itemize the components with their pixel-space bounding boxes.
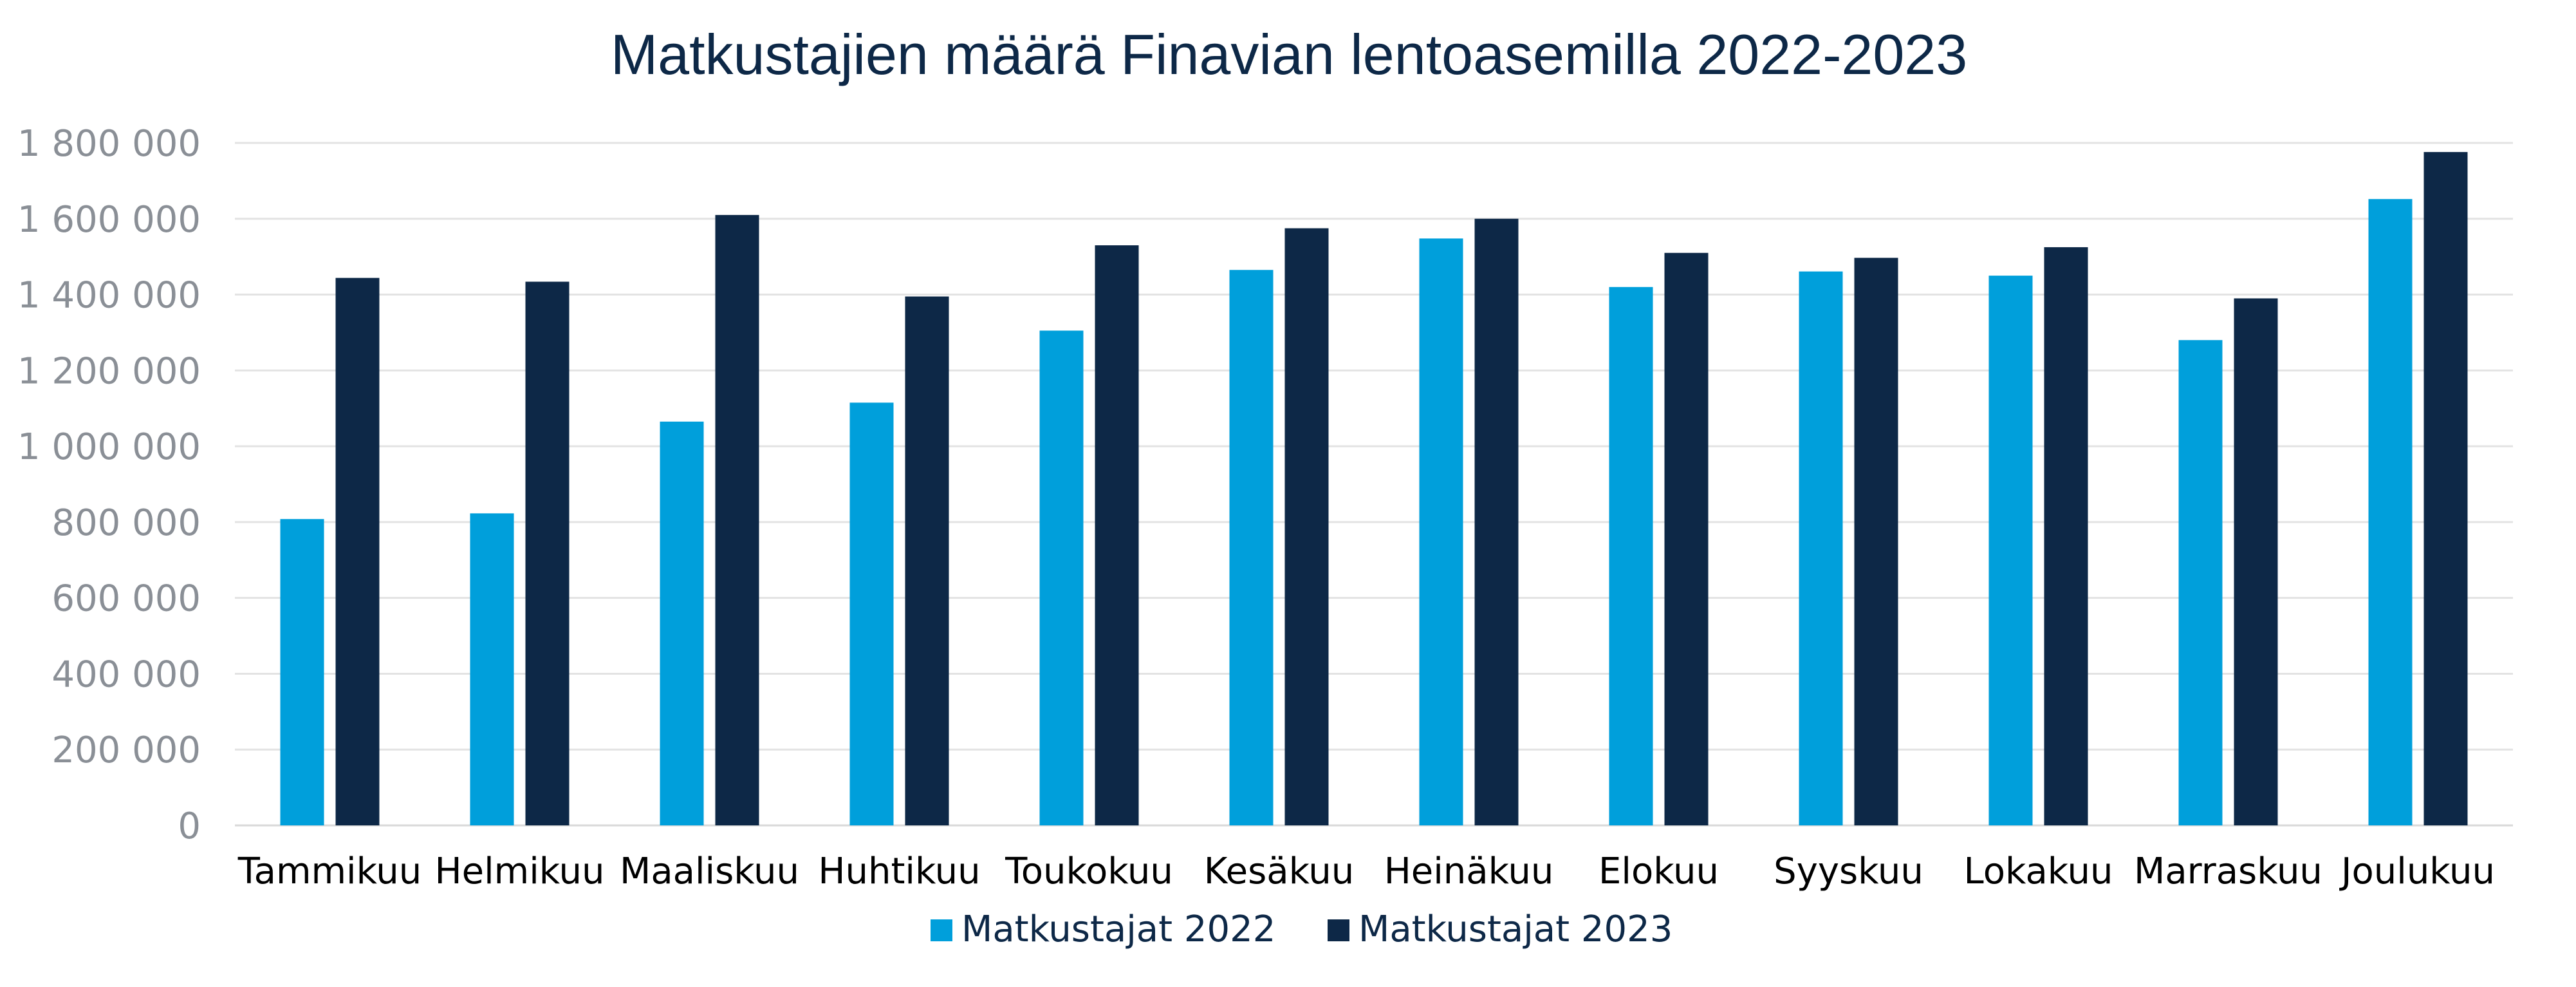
bar-2022-6: [1229, 270, 1274, 825]
x-tick-label: Syyskuu: [1774, 851, 1923, 892]
y-axis-ticks: 0 200 000 400 000 600 000 800 000 1 000 000 1 …: [17, 123, 201, 847]
bar-2022-8: [1609, 287, 1653, 825]
legend-label: Matkustajat 2022: [961, 908, 1275, 950]
bar-2022-11: [2178, 340, 2223, 825]
y-tick-label: 600 000: [51, 578, 201, 620]
x-tick-label: Tammikuu: [237, 851, 422, 892]
y-tick-label: 1 600 000: [17, 199, 201, 241]
grid-lines: [235, 142, 2513, 827]
bar-2022-10: [1988, 276, 2033, 826]
x-tick-label: Joulukuu: [2339, 851, 2495, 892]
chart-title: Matkustajien määrä Finavian lentoasemill…: [611, 23, 1967, 86]
legend-label: Matkustajat 2023: [1358, 908, 1673, 950]
bar-2023-12: [2423, 152, 2468, 826]
bar-2022-2: [470, 513, 514, 825]
bar-2023-7: [1474, 218, 1519, 825]
y-tick-label: 200 000: [51, 729, 201, 771]
x-tick-label: Heinäkuu: [1384, 851, 1554, 892]
bar-2022-3: [660, 421, 704, 825]
bar-2023-4: [905, 296, 949, 825]
x-tick-label: Elokuu: [1598, 851, 1719, 892]
x-tick-label: Toukokuu: [1005, 851, 1173, 892]
y-tick-label: 400 000: [51, 653, 201, 695]
x-tick-label: Marraskuu: [2134, 851, 2322, 892]
y-tick-label: 0: [178, 805, 201, 847]
bar-2023-6: [1284, 228, 1329, 825]
y-tick-label: 800 000: [51, 502, 201, 544]
x-tick-label: Lokakuu: [1964, 851, 2113, 892]
x-tick-label: Huhtikuu: [818, 851, 980, 892]
bar-2023-9: [1854, 258, 1898, 825]
bar-2023-5: [1095, 245, 1139, 825]
x-tick-label: Helmikuu: [435, 851, 605, 892]
bar-2023-8: [1664, 252, 1709, 825]
y-tick-label: 1 200 000: [17, 350, 201, 392]
x-tick-label: Kesäkuu: [1204, 851, 1355, 892]
bar-2022-5: [1039, 330, 1084, 825]
bar-2022-1: [280, 519, 324, 825]
bar-2022-9: [1799, 271, 1843, 826]
y-tick-label: 1 000 000: [17, 426, 201, 468]
bar-2023-2: [525, 281, 570, 825]
legend: Matkustajat 2022 Matkustajat 2023: [931, 908, 1673, 950]
bar-2022-4: [849, 402, 894, 825]
legend-swatch: [931, 919, 952, 941]
bar-2023-3: [715, 214, 759, 825]
bar-2022-7: [1419, 238, 1463, 825]
bar-2022-12: [2368, 199, 2413, 826]
bar-2023-10: [2044, 247, 2088, 825]
x-tick-label: Maaliskuu: [620, 851, 799, 892]
legend-swatch: [1328, 919, 1349, 941]
bar-2023-11: [2234, 298, 2278, 825]
bar-2023-1: [335, 277, 380, 826]
y-tick-label: 1 400 000: [17, 275, 201, 317]
bars: [280, 152, 2468, 826]
x-axis-ticks: Tammikuu Helmikuu Maaliskuu Huhtikuu Toukoku…: [237, 851, 2495, 892]
y-tick-label: 1 800 000: [17, 123, 201, 165]
